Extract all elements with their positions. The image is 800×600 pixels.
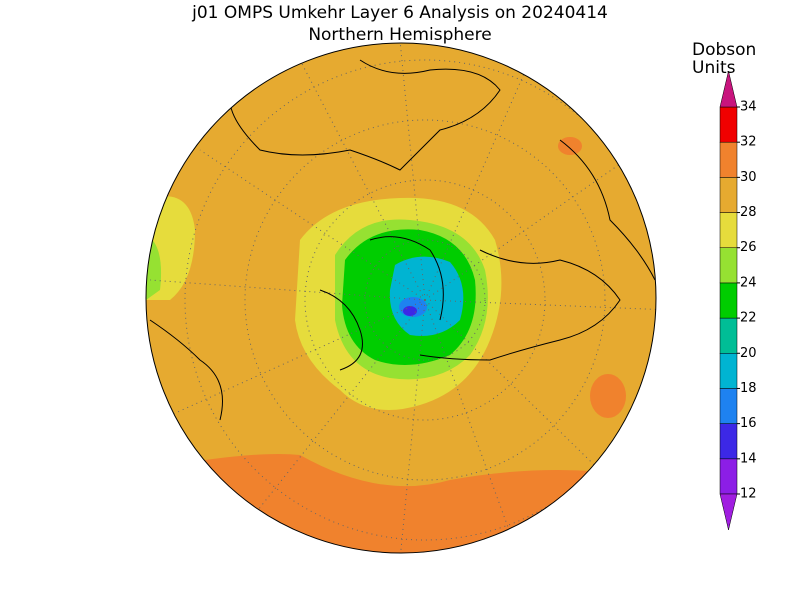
colorbar-tick-label: 14 — [740, 451, 757, 466]
colorbar-tick-label: 32 — [740, 135, 757, 150]
map-title: j01 OMPS Umkehr Layer 6 Analysis on 2024… — [191, 3, 608, 23]
colorbar-tick-label: 20 — [740, 346, 757, 361]
colorbar-band — [719, 177, 738, 213]
colorbar-band — [719, 388, 738, 424]
colorbar-band — [719, 141, 738, 178]
field-high — [558, 137, 582, 155]
colorbar-tick-label: 28 — [740, 205, 757, 220]
colorbar-under — [719, 493, 738, 531]
colorbar-band — [719, 423, 738, 460]
colorbar-tick-label: 34 — [740, 100, 757, 115]
colorbar-band — [719, 458, 738, 495]
colorbar-tick-label: 12 — [740, 487, 757, 502]
map-subtitle: Northern Hemisphere — [308, 25, 491, 45]
colorbar-band — [719, 353, 738, 389]
colorbar-band — [719, 282, 738, 319]
colorbar-band — [719, 317, 738, 354]
colorbar-tick-label: 16 — [740, 416, 757, 431]
field-low — [389, 256, 464, 336]
colorbar-over — [719, 70, 738, 108]
colorbar-label: Units — [692, 58, 736, 78]
field-high — [590, 374, 626, 418]
colorbar-band — [719, 247, 738, 284]
field-low — [403, 306, 417, 316]
colorbar-tick-label: 24 — [740, 275, 757, 290]
colorbar-tick-label: 18 — [740, 381, 757, 396]
colorbar-band — [719, 106, 738, 143]
colorbar-tick-label: 22 — [740, 311, 757, 326]
colorbar-band — [719, 212, 738, 248]
coastlines — [149, 59, 656, 421]
map-field — [146, 43, 656, 553]
colorbar-label: Dobson — [692, 40, 756, 60]
colorbar-tick-label: 30 — [740, 170, 757, 185]
graticule — [149, 43, 656, 553]
map-border — [145, 42, 657, 554]
colorbar-tick-label: 26 — [740, 240, 757, 255]
